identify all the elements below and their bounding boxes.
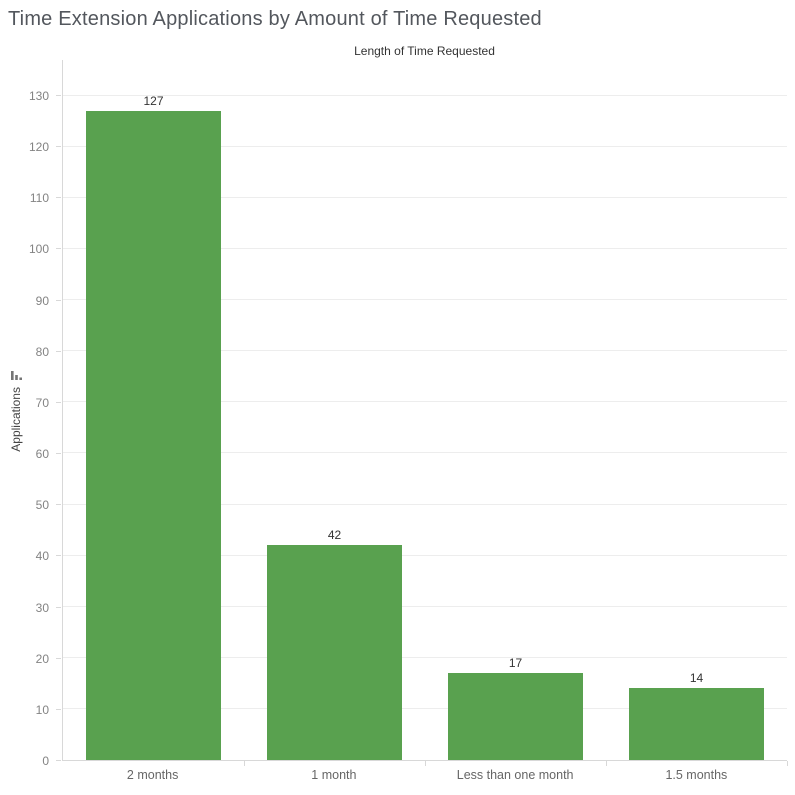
y-tick-mark [56, 555, 61, 557]
bar-value-label: 127 [143, 94, 164, 109]
bar-value-label: 42 [327, 528, 342, 543]
gridline [63, 656, 787, 658]
y-tick-mark [56, 453, 61, 454]
x-axis-tick-mark [425, 761, 426, 766]
gridline [63, 554, 787, 556]
column-field-label: Length of Time Requested [354, 44, 495, 58]
y-tick-label: 120 [28, 140, 49, 154]
x-axis-tick-mark [606, 761, 607, 766]
y-tick-label: 0 [42, 754, 49, 768]
gridline [63, 94, 787, 96]
y-tick-mark [56, 350, 61, 352]
gridline [63, 503, 787, 505]
y-tick-label: 50 [35, 498, 49, 513]
category-slot: 14 [606, 60, 787, 760]
gridline [63, 299, 787, 301]
gridline [63, 145, 787, 147]
y-tick-mark [56, 94, 61, 96]
category-slot: 127 [63, 60, 244, 760]
gridline [63, 452, 787, 454]
gridline [63, 196, 787, 198]
bar-slots: 127 42 17 14 [63, 60, 788, 766]
y-tick-mark [56, 197, 61, 199]
y-tick-label: 10 [35, 702, 49, 717]
x-axis-category-labels: 2 months 1 month Less than one month 1.5 mo… [62, 761, 787, 795]
y-tick-mark [56, 146, 61, 147]
y-tick-mark [56, 248, 61, 250]
gridline [63, 248, 787, 250]
y-tick-mark [56, 657, 61, 659]
y-tick-label: 30 [35, 600, 49, 615]
y-tick-label: 60 [35, 447, 49, 461]
gridline [63, 605, 787, 607]
y-tick-label: 90 [35, 293, 49, 308]
category-label[interactable]: 2 months [126, 768, 179, 782]
y-tick-label: 20 [35, 651, 49, 666]
gridline [63, 401, 787, 403]
y-tick-label: 110 [29, 191, 49, 206]
y-tick-mark [56, 606, 61, 608]
y-tick-mark [56, 760, 61, 761]
bar-value-label: 14 [689, 671, 704, 686]
y-tick-mark [56, 708, 61, 710]
category-slot: 42 [244, 60, 425, 760]
bar-less-than-one-month[interactable] [447, 673, 584, 760]
y-axis-title-block: Applications [2, 60, 30, 761]
x-axis-tick-mark [244, 761, 245, 766]
y-tick-mark [56, 401, 61, 403]
chart-title: Time Extension Applications by Amount of… [8, 8, 542, 30]
gridline [63, 350, 787, 352]
y-tick-label: 80 [35, 344, 49, 359]
gridline [63, 707, 787, 709]
category-slot: 17 [425, 60, 606, 760]
y-tick-label: 130 [28, 88, 49, 103]
y-tick-label: 100 [28, 242, 49, 257]
x-axis-tick-mark [787, 761, 788, 766]
bar-1-5-months[interactable] [628, 688, 765, 760]
sort-descending-icon[interactable] [10, 369, 23, 382]
y-tick-label: 40 [35, 549, 49, 564]
bar-1-month[interactable] [266, 545, 403, 760]
y-tick-mark [56, 504, 61, 506]
plot-area: 127 42 17 14 [62, 60, 788, 766]
bar-2-months[interactable] [85, 111, 222, 760]
y-axis-tick-labels: 0 10 20 30 40 50 60 70 80 90 100 110 120 130 [0, 60, 62, 767]
category-label[interactable]: 1 month [311, 768, 357, 782]
category-label[interactable]: 1.5 months [665, 768, 728, 782]
y-tick-mark [56, 299, 61, 301]
y-tick-label: 70 [35, 395, 49, 410]
bar-value-label: 17 [508, 656, 523, 671]
category-label[interactable]: Less than one month [456, 768, 574, 782]
